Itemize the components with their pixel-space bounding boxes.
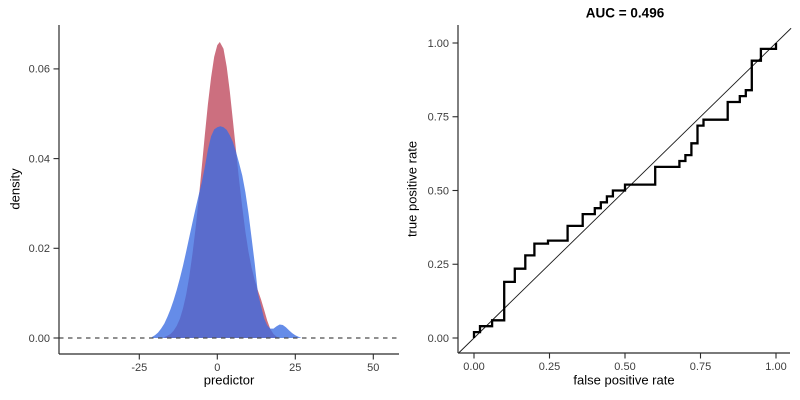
left-y-tick-label: 0.06 xyxy=(29,64,50,76)
left-x-axis-title: predictor xyxy=(203,372,255,388)
roc-title: AUC = 0.496 xyxy=(585,5,665,21)
density-blue-area xyxy=(151,126,302,338)
left-x-tick-label: 25 xyxy=(289,362,301,374)
right-y-tick-label: 0.50 xyxy=(428,185,449,197)
right-x-tick-label: 0.00 xyxy=(463,361,484,373)
left-y-tick-label: 0.04 xyxy=(29,153,50,165)
left-x-tick-label: -25 xyxy=(131,362,147,374)
right-x-tick-label: 1.00 xyxy=(765,361,786,373)
left-x-tick-label: 50 xyxy=(367,362,379,374)
left-y-axis-title: density xyxy=(7,168,23,210)
right-y-tick-label: 0.00 xyxy=(428,333,449,345)
roc-step-curve xyxy=(472,43,778,338)
right-y-tick-label: 0.25 xyxy=(428,259,449,271)
left-y-tick-label: 0.00 xyxy=(29,333,50,345)
left-x-tick-label: 0 xyxy=(214,362,220,374)
right-y-tick-label: 0.75 xyxy=(428,112,449,124)
density-plot-panel: 0.00 0.02 0.04 0.06 -25 0 25 50 xyxy=(29,25,399,374)
right-x-tick-label: 0.25 xyxy=(539,361,560,373)
left-y-tick-label: 0.02 xyxy=(29,243,50,255)
right-x-tick-label: 0.50 xyxy=(614,361,635,373)
roc-plot-panel: 0.00 0.25 0.50 0.75 1.00 0.00 0.25 0.50 0.75 1.00 xyxy=(428,25,792,373)
right-y-axis-title: true positive rate xyxy=(404,140,420,238)
right-x-tick-label: 0.75 xyxy=(690,361,711,373)
right-x-axis-title: false positive rate xyxy=(573,372,675,388)
right-y-tick-label: 1.00 xyxy=(428,38,449,50)
